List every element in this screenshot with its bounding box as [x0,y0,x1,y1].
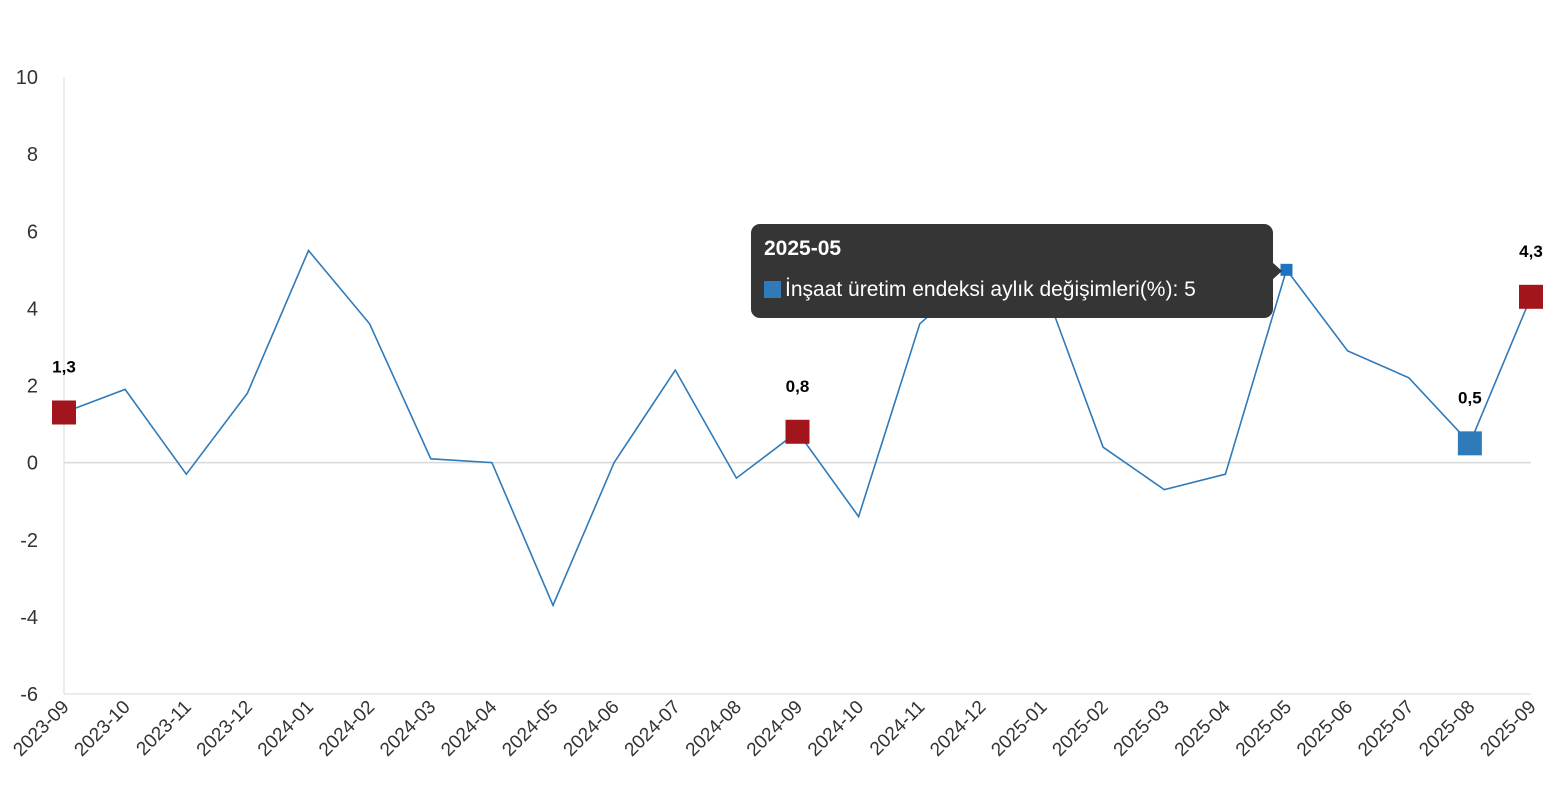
x-tick-label: 2023-10 [71,697,135,761]
x-tick-label: 2025-02 [1049,697,1113,761]
markers-group: 1,3 0,8 0,5 4,3 [52,242,1543,456]
highlight-marker [1519,284,1543,309]
y-tick-label: 10 [16,67,38,89]
tooltip-row: İnşaat üretim endeksi aylık değişimleri(… [764,277,1260,303]
axes [63,77,1531,695]
y-tick-label: -4 [20,607,38,629]
x-tick-label: 2025-06 [1293,697,1357,761]
x-tick-label: 2024-05 [498,697,562,761]
tooltip-value: : 5 [1172,278,1196,301]
x-tick-label: 2024-02 [315,697,379,761]
tooltip: 2025-05 İnşaat üretim endeksi aylık deği… [751,224,1282,318]
x-tick-label: 2024-04 [437,696,501,760]
y-tick-label: -2 [20,530,38,552]
data-label: 0,5 [1458,388,1482,407]
y-tick-label: 0 [27,453,38,475]
data-label: 0,8 [786,377,810,396]
highlight-marker [785,419,810,444]
tooltip-series-label: İnşaat üretim endeksi aylık değişimleri(… [785,278,1173,301]
highlight-marker [52,400,76,425]
x-tick-label: 2024-07 [621,697,685,761]
data-label: 4,3 [1519,242,1543,261]
x-tick-label: 2025-03 [1110,697,1174,761]
y-tick-label: 6 [27,221,38,243]
y-tick-label: 4 [27,298,38,320]
x-tick-label: 2023-09 [9,697,73,761]
tooltip-series-swatch [764,281,781,298]
x-tick-label: 2024-12 [926,697,990,761]
x-tick-label: 2024-08 [682,697,746,761]
x-tick-label: 2025-08 [1415,697,1479,761]
data-label: 1,3 [52,357,76,376]
x-tick-label: 2024-09 [743,697,807,761]
tooltip-title: 2025-05 [764,237,842,260]
y-tick-label: 2 [27,376,38,398]
tooltip-arrow [1272,262,1282,280]
x-tick-label: 2024-03 [376,697,440,761]
hover-marker [1280,263,1293,276]
x-tick-label: 2025-09 [1476,697,1540,761]
x-tick-label: 2024-10 [804,697,868,761]
x-tick-label: 2025-01 [987,697,1051,761]
y-axis-ticks: -6 -4 -2 0 2 4 6 8 10 [16,67,38,706]
x-tick-label: 2024-11 [866,697,929,760]
x-tick-label: 2024-01 [254,697,318,761]
x-tick-label: 2023-11 [133,697,196,760]
x-tick-label: 2023-12 [193,697,257,761]
x-axis-ticks: 2023-092023-102023-112023-122024-012024-… [9,696,1540,760]
y-tick-label: -6 [20,684,38,706]
x-tick-label: 2025-04 [1171,696,1235,760]
highlight-marker [1457,431,1482,456]
y-tick-label: 8 [27,144,38,166]
x-tick-label: 2025-05 [1232,697,1296,761]
x-tick-label: 2025-07 [1354,697,1418,761]
x-tick-label: 2024-06 [560,697,624,761]
